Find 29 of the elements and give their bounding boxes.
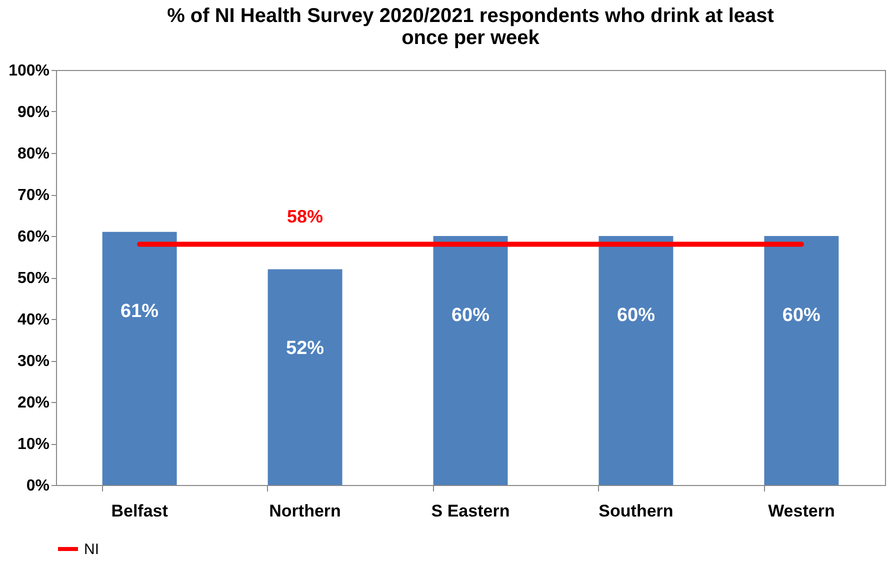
data-label: 52% <box>286 338 324 360</box>
y-tick-label: 30% <box>17 353 50 370</box>
bar <box>598 236 674 485</box>
bar <box>102 232 177 485</box>
y-tick-label: 10% <box>17 436 50 453</box>
y-tick-label: 100% <box>8 62 50 80</box>
y-tick-label: 90% <box>17 104 50 121</box>
y-tick-label: 20% <box>17 394 50 412</box>
x-tick-label: S Eastern <box>431 502 510 520</box>
data-label: 61% <box>120 300 159 322</box>
y-tick-label: 80% <box>17 146 50 162</box>
y-tick-label: 40% <box>17 312 50 328</box>
bar <box>764 236 839 485</box>
x-tick-label: Southern <box>598 502 674 520</box>
y-tick-label: 50% <box>17 270 50 287</box>
data-label: 60% <box>616 305 656 326</box>
x-tick-label: Belfast <box>111 502 168 520</box>
y-tick-label: 60% <box>17 228 50 246</box>
bar <box>268 269 342 485</box>
y-tick-label: 0% <box>26 478 50 494</box>
chart-title: % of NI Health Survey 2020/2021 respondents who drink at least once per week <box>167 5 774 49</box>
bar <box>433 236 508 485</box>
data-label: 60% <box>451 305 490 326</box>
annotation: 58% <box>287 206 324 226</box>
x-tick-label: Western <box>768 502 835 520</box>
legend-label: NI <box>84 541 99 558</box>
y-tick-label: 70% <box>17 187 50 204</box>
data-label: 60% <box>782 305 821 326</box>
x-tick-label: Northern <box>269 502 341 520</box>
